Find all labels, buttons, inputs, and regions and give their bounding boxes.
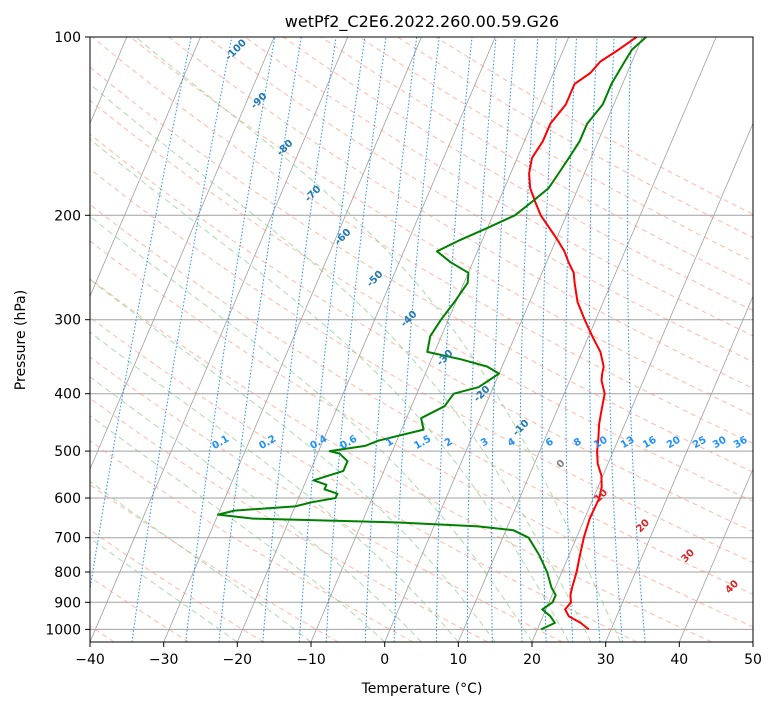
mixing-ratio-line [491, 37, 516, 642]
dry-adiabat-line [282, 37, 753, 312]
dry-adiabat-line [90, 133, 753, 533]
dry-adiabat-line [90, 203, 753, 595]
x-tick-label: 0 [380, 652, 389, 668]
y-axis-label: Pressure (hPa) [13, 290, 29, 390]
moist-adiabat-line [90, 215, 533, 642]
dry-adiabat-line [130, 37, 753, 417]
x-axis: −40 −30 −20 −10 0 10 20 30 40 50 [75, 642, 762, 668]
background-lines [90, 37, 753, 642]
dry-adiabat-line [90, 168, 753, 563]
mixing-ratio-annotation: 4 [506, 436, 518, 449]
mixing-ratio-line [364, 37, 418, 642]
y-axis: 100 200 300 400 500 600 700 800 900 1000 [45, 30, 90, 638]
isotherm-line [384, 37, 643, 642]
dry-adiabat-line [90, 240, 753, 628]
mixing-ratio-line [519, 37, 539, 642]
y-tick-label: 1000 [45, 622, 81, 638]
mixing-ratio-line [325, 37, 387, 642]
x-tick-label: 40 [670, 652, 688, 668]
x-tick-label: 10 [449, 652, 467, 668]
x-tick-label: −30 [149, 652, 179, 668]
mixing-ratio-annotation: 3 [479, 436, 491, 449]
x-tick-label: 20 [523, 652, 541, 668]
y-tick-label: 800 [54, 565, 81, 581]
isotherm-line [90, 37, 349, 642]
y-tick-label: 400 [54, 387, 81, 403]
x-tick-label: 30 [597, 652, 615, 668]
series-lines [217, 37, 647, 631]
isotherm-line [236, 37, 496, 642]
y-tick-label: 500 [54, 444, 81, 460]
mixing-ratio-line [608, 37, 623, 642]
mixing-ratio-line [588, 37, 601, 642]
x-tick-label: −20 [223, 652, 253, 668]
x-axis-label: Temperature (°C) [361, 681, 483, 697]
y-tick-label: 900 [54, 595, 81, 611]
isotherm-line [531, 122, 753, 642]
isotherm-line [678, 468, 753, 642]
isotherm-line [605, 295, 753, 642]
moist-adiabat-line [90, 480, 312, 642]
isotherm-line [457, 37, 717, 642]
x-tick-label: −10 [296, 652, 326, 668]
y-tick-label: 100 [54, 30, 81, 46]
dry-adiabat-line [90, 356, 563, 642]
temperature-line [528, 37, 638, 631]
moist-adiabat-line [90, 331, 459, 642]
y-tick-label: 700 [54, 531, 81, 547]
dewpoint-line [217, 37, 647, 631]
moist-adiabat-line [90, 138, 570, 642]
dry-adiabat-line [90, 440, 414, 642]
mixing-ratio-line [298, 37, 366, 642]
mixing-ratio-line [262, 37, 337, 642]
mixing-ratio-line [393, 37, 440, 642]
x-tick-label: −40 [75, 652, 105, 668]
dry-adiabat-line [206, 37, 753, 363]
y-tick-label: 200 [54, 208, 81, 224]
mixing-ratio-line [466, 37, 497, 642]
moist-adiabat-line [90, 278, 496, 642]
mixing-ratio-line [627, 37, 646, 642]
mixing-ratio-line [435, 37, 473, 642]
mixing-ratio-annotation: 6 [544, 436, 556, 449]
mixing-ratio-annotation: 2 [443, 436, 455, 449]
isotherm-line [90, 37, 201, 298]
dry-adiabat-line [90, 66, 753, 473]
isotherm-line [163, 37, 422, 642]
dry-adiabat-line [90, 397, 488, 642]
chart-title: wetPf2_C2E6.2022.260.00.59.G26 [285, 12, 559, 32]
plot-frame [89, 36, 754, 643]
mixing-ratio-line [131, 37, 233, 642]
y-tick-label: 600 [54, 491, 81, 507]
mixing-ratio-line [218, 37, 302, 642]
x-tick-label: 50 [744, 652, 762, 668]
mixing-ratio-line [541, 37, 557, 642]
moist-adiabat-line [90, 415, 386, 642]
y-tick-label: 300 [54, 313, 81, 329]
moist-adiabat-line [135, 37, 621, 642]
mixing-ratio-annotation: 8 [572, 436, 584, 449]
mixing-ratio-line [185, 37, 276, 642]
moist-adiabat-line [90, 537, 238, 642]
mixing-ratio-annotation: 1 [384, 436, 396, 449]
isotherm-line [90, 37, 275, 471]
